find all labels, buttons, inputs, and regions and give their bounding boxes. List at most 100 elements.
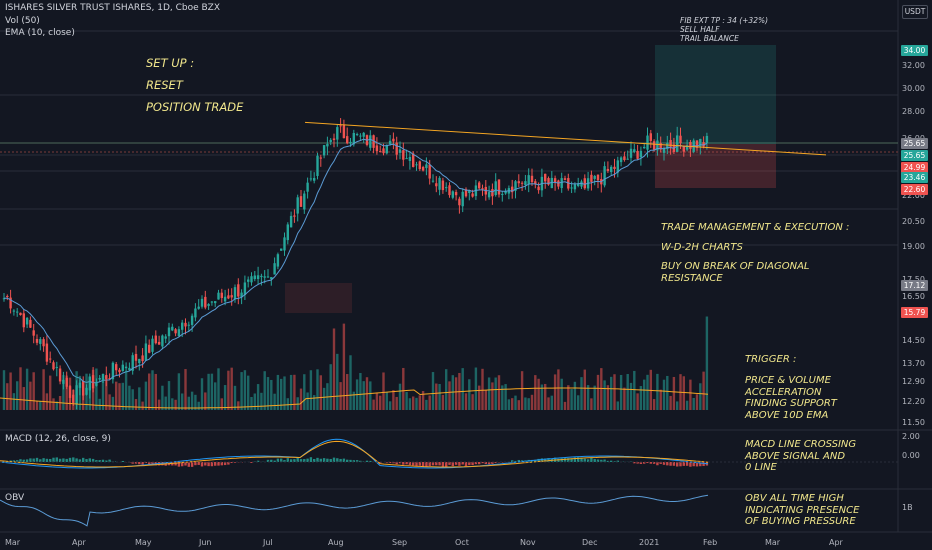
macd-histogram-bar xyxy=(230,462,233,464)
volume-bar xyxy=(441,394,445,410)
candle-body xyxy=(313,178,316,181)
macd-histogram-bar xyxy=(121,460,124,462)
volume-bar xyxy=(144,381,148,410)
currency-badge[interactable]: USDT xyxy=(902,5,928,19)
volume-bar xyxy=(593,385,596,410)
candle-body xyxy=(603,166,606,186)
candle-body xyxy=(253,275,256,280)
volume-bar xyxy=(118,383,121,410)
candle-body xyxy=(349,141,352,144)
candle-body xyxy=(237,284,240,297)
macd-histogram-bar xyxy=(659,462,662,464)
macd-histogram-bar xyxy=(580,457,583,462)
macd-histogram-bar xyxy=(22,459,25,462)
candle-body xyxy=(415,164,418,166)
volume-bar xyxy=(448,381,451,410)
candle-body xyxy=(570,187,573,189)
volume-bar xyxy=(527,398,530,410)
volume-bar xyxy=(464,393,468,410)
macd-histogram-bar xyxy=(586,459,590,462)
macd-histogram-bar xyxy=(184,462,187,466)
candle-body xyxy=(431,180,435,182)
volume-bar xyxy=(273,393,276,410)
macd-histogram-bar xyxy=(346,459,349,462)
candle-body xyxy=(405,158,408,160)
candle-body xyxy=(656,140,659,151)
volume-bar xyxy=(629,382,633,410)
candle-body xyxy=(111,362,115,380)
volume-bar xyxy=(336,353,339,410)
macd-histogram-bar xyxy=(685,462,689,466)
macd-histogram-bar xyxy=(431,462,435,466)
time-axis-tick: Oct xyxy=(455,538,469,547)
volume-bar xyxy=(220,398,223,410)
time-axis-tick: Feb xyxy=(703,538,718,547)
macd-histogram-bar xyxy=(233,462,237,463)
time-axis-tick: Sep xyxy=(392,538,408,547)
macd-histogram-bar xyxy=(570,458,573,462)
volume-bar xyxy=(55,401,58,410)
macd-histogram-bar xyxy=(266,459,270,462)
macd-histogram-bar xyxy=(306,458,309,462)
candle-body xyxy=(388,140,392,144)
price-axis-tick: 14.50 xyxy=(902,336,925,345)
candle-body xyxy=(243,282,247,295)
macd-histogram-bar xyxy=(408,462,412,466)
macd-histogram-bar xyxy=(88,458,91,462)
obv-indicator-label[interactable]: OBV xyxy=(5,493,25,503)
macd-histogram-bar xyxy=(332,457,336,462)
volume-bar xyxy=(75,371,78,410)
macd-histogram-bar xyxy=(319,458,322,462)
time-axis-tick: Nov xyxy=(520,538,536,547)
volume-bar xyxy=(243,370,247,410)
volume-bar xyxy=(151,370,154,410)
volume-bar xyxy=(379,395,382,410)
volume-bar xyxy=(316,369,319,410)
volume-bar xyxy=(577,395,580,410)
volume-bar xyxy=(101,376,105,410)
macd-histogram-bar xyxy=(633,462,636,464)
volume-bar xyxy=(484,390,487,410)
candle-body xyxy=(649,133,652,141)
volume-bar xyxy=(431,372,435,410)
volume-bar xyxy=(121,382,124,410)
volume-bar xyxy=(171,398,174,410)
macd-indicator-label[interactable]: MACD (12, 26, close, 9) xyxy=(5,434,111,444)
ema-indicator-label[interactable]: EMA (10, close) xyxy=(5,28,75,38)
candle-body xyxy=(115,364,118,371)
candle-body xyxy=(299,196,303,207)
volume-bar xyxy=(392,390,395,410)
macd-histogram-bar xyxy=(131,462,134,464)
candle-body xyxy=(134,353,138,361)
volume-bar xyxy=(491,382,494,410)
volume-bar xyxy=(610,376,613,410)
candle-body xyxy=(385,144,388,154)
macd-histogram-bar xyxy=(25,459,29,462)
macd-histogram-bar xyxy=(187,462,190,467)
macd-histogram-bar xyxy=(326,458,329,462)
volume-bar xyxy=(29,381,32,410)
volume-indicator-label[interactable]: Vol (50) xyxy=(5,16,40,26)
volume-bar xyxy=(131,389,134,410)
macd-histogram-bar xyxy=(560,458,563,462)
candle-body xyxy=(636,150,639,159)
volume-bar xyxy=(514,395,517,410)
candle-body xyxy=(283,237,286,251)
candle-body xyxy=(306,182,309,192)
volume-bar xyxy=(200,378,204,410)
macd-histogram-bar xyxy=(501,462,504,463)
candle-body xyxy=(623,156,626,161)
candle-body xyxy=(425,164,428,169)
macd-histogram-bar xyxy=(359,460,362,462)
macd-histogram-bar xyxy=(72,457,75,462)
macd-histogram-bar xyxy=(197,462,200,465)
macd-histogram-bar xyxy=(138,462,141,465)
macd-histogram-bar xyxy=(563,458,567,462)
volume-bar xyxy=(108,394,111,410)
volume-bar xyxy=(603,380,606,410)
candle-body xyxy=(395,142,398,155)
candle-body xyxy=(685,145,689,150)
volume-bar xyxy=(412,396,415,410)
candle-body xyxy=(695,140,699,148)
